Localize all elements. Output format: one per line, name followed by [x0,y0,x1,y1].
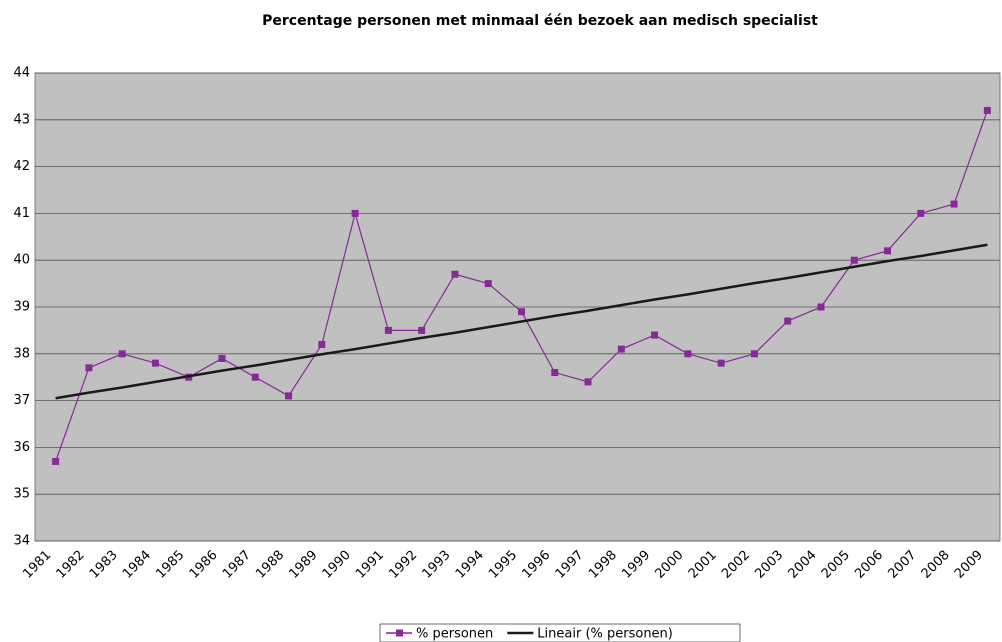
x-tick-label: 1989 [287,548,321,582]
legend-label: % personen [416,627,493,642]
legend-label: Lineair (% personen) [537,627,673,642]
x-tick-label: 2000 [653,548,687,582]
x-tick-label: 1982 [54,548,88,582]
y-tick-label: 42 [13,159,30,174]
x-tick-label: 1995 [486,548,520,582]
y-tick-label: 37 [13,393,30,408]
x-tick-label: 1998 [586,548,620,582]
marker [384,326,392,334]
marker [451,270,459,278]
x-tick-label: 2007 [885,548,919,582]
x-tick-label: 1996 [519,548,553,582]
marker [917,209,925,217]
legend-marker [396,629,403,637]
marker [484,280,492,288]
x-tick-label: 1984 [120,548,154,582]
x-tick-label: 1994 [453,548,487,582]
y-tick-label: 38 [13,346,30,361]
marker [717,359,725,367]
marker [418,326,426,334]
marker [151,359,159,367]
x-tick-label: 1986 [187,548,221,582]
y-tick-label: 39 [13,300,30,315]
y-tick-label: 40 [13,253,30,268]
marker [318,340,326,348]
x-tick-label: 2003 [752,548,786,582]
marker [884,247,892,255]
marker [251,373,259,381]
chart-title: Percentage personen met minmaal één bezo… [262,13,818,29]
marker [551,369,559,377]
trend-line [55,243,988,400]
marker [285,392,293,400]
x-tick-label: 1999 [619,548,653,582]
marker [750,350,758,358]
y-tick-label: 41 [13,206,30,221]
marker [983,106,991,114]
y-tick-label: 35 [13,487,30,502]
x-tick-label: 2008 [919,548,953,582]
x-tick-label: 2002 [719,548,753,582]
marker [351,209,359,217]
marker [684,350,692,358]
x-tick-label: 1981 [20,548,54,582]
x-tick-label: 1990 [320,548,354,582]
x-tick-label: 1992 [386,548,420,582]
marker [52,457,60,465]
x-tick-label: 2004 [786,548,820,582]
y-tick-label: 34 [13,534,30,549]
x-tick-label: 1987 [220,548,254,582]
x-tick-label: 1985 [153,548,187,582]
marker [584,378,592,386]
marker [950,200,958,208]
marker [218,354,226,362]
x-tick-label: 2009 [952,548,986,582]
legend-box [379,623,741,642]
x-tick-label: 1991 [353,548,387,582]
marker [850,256,858,264]
marker [617,345,625,353]
x-tick-label: 2001 [686,548,720,582]
marker [784,317,792,325]
y-tick-label: 43 [13,112,30,127]
x-tick-label: 2006 [852,548,886,582]
marker [817,303,825,311]
marker [651,331,659,339]
marker [85,364,93,372]
x-tick-label: 1993 [420,548,454,582]
x-tick-label: 2005 [819,548,853,582]
x-tick-label: 1983 [87,548,121,582]
marker [118,350,126,358]
x-tick-label: 1997 [553,548,587,582]
y-tick-label: 44 [13,66,30,81]
y-tick-label: 36 [13,440,30,455]
marker [517,308,525,316]
x-tick-label: 1988 [253,548,287,582]
